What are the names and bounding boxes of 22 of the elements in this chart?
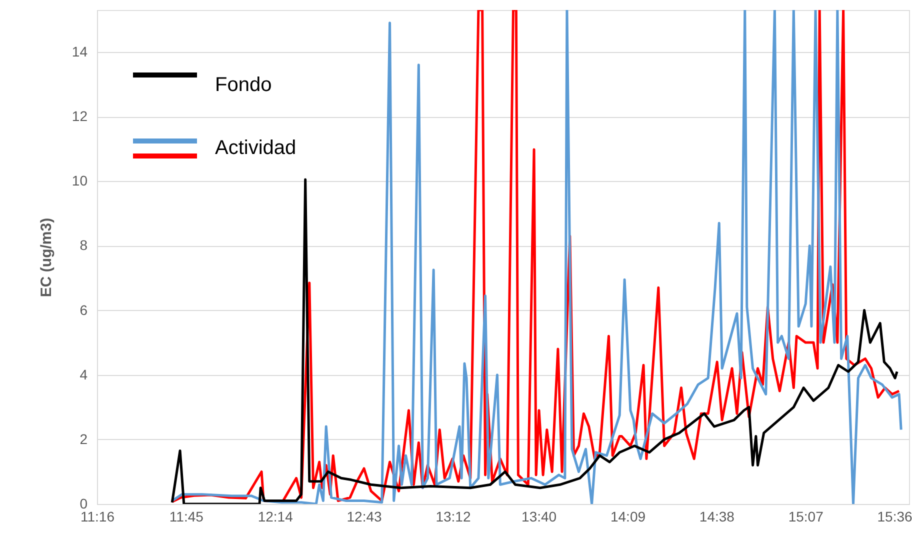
legend-label: Fondo <box>215 74 272 96</box>
x-tick-label: 14:09 <box>610 508 646 524</box>
y-tick-label: 12 <box>72 108 88 124</box>
x-tick-label: 13:12 <box>436 508 471 524</box>
y-tick-label: 0 <box>80 496 88 512</box>
x-tick-label: 15:36 <box>877 508 912 524</box>
x-tick-label: 13:40 <box>522 508 557 524</box>
y-axis-title: EC (ug/m3) <box>38 218 55 298</box>
y-tick-label: 6 <box>80 302 88 318</box>
legend-label: Actividad <box>215 137 296 159</box>
x-tick-label: 11:45 <box>169 508 204 524</box>
x-tick-label: 14:38 <box>699 508 735 524</box>
y-tick-label: 8 <box>80 237 88 254</box>
y-tick-label: 14 <box>72 43 88 60</box>
y-tick-label: 10 <box>72 172 88 189</box>
y-tick-label: 2 <box>80 430 88 447</box>
x-tick-label: 12:14 <box>258 508 294 524</box>
line-series <box>170 178 898 504</box>
x-tick-label: 15:07 <box>788 508 824 524</box>
x-tick-label: 11:16 <box>80 508 115 524</box>
x-tick-label: 12:43 <box>346 508 382 524</box>
y-tick-label: 4 <box>80 366 88 382</box>
